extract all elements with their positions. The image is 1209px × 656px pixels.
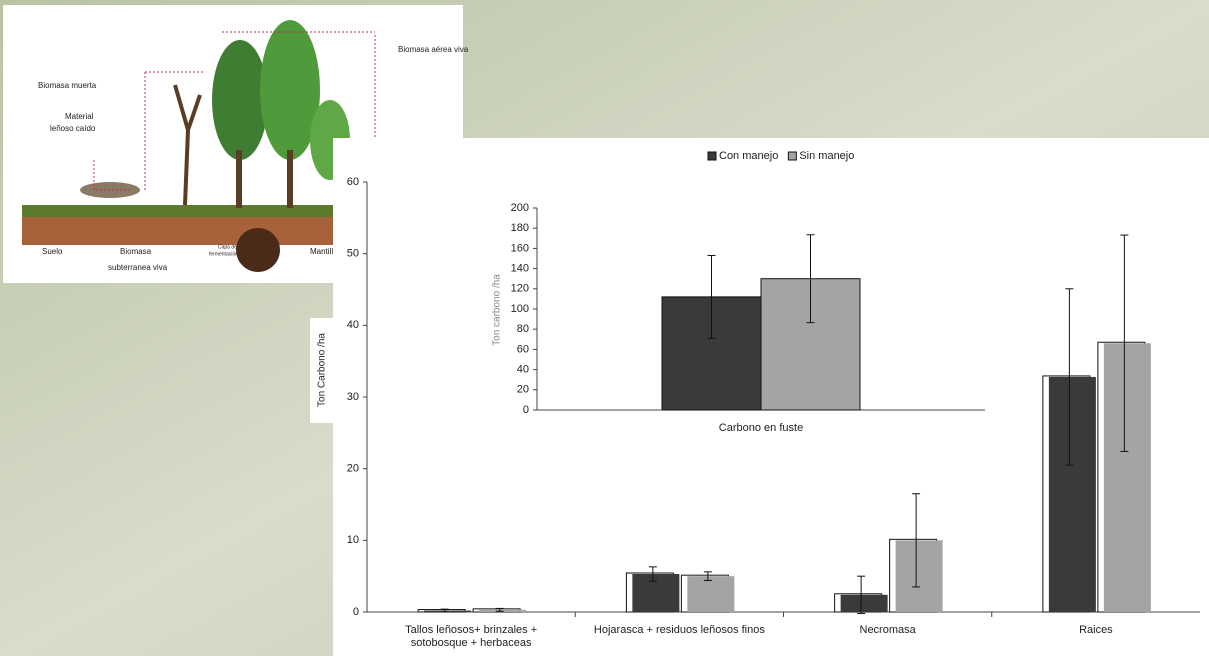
y-tick-label: 140 [511,263,529,275]
diagram-label: Biomasa aérea viva [398,45,469,54]
legend-swatch [787,151,797,161]
y-tick-label: 120 [511,283,529,295]
y-tick-label: 100 [511,303,529,315]
y-tick-label: 30 [347,391,359,403]
diagram-label: Capa de [218,244,237,250]
y-tick-label: 60 [347,176,359,188]
y-tick-label: 60 [517,343,529,355]
bar [687,576,735,612]
diagram-label: Mantillo [310,247,338,256]
diagram-label: subterranea viva [108,263,168,272]
bar [424,610,472,612]
bar [840,594,888,612]
y-label-box [310,318,340,423]
y-tick-label: 0 [523,404,529,416]
y-tick-label: 200 [511,202,529,214]
bar [1103,343,1151,612]
y-tick-label: 20 [347,463,359,475]
y-tick-label: 10 [347,534,359,546]
x-tick-label: Tallos leñosos+ brinzales + sotobosque +… [405,624,538,649]
bar [895,540,943,612]
x-tick-label: Carbono en fuste [718,422,804,434]
y-axis-label: Ton carbono /ha [492,274,503,346]
legend-label: Con manejo [719,150,778,162]
x-tick-label: Hojarasca + residuos leñosos finos [593,624,765,636]
bar [632,574,680,612]
y-tick-label: 40 [347,319,359,331]
diagram-label: Suelo [42,247,63,256]
legend-swatch [707,151,717,161]
x-tick-label: Necromasa [859,624,916,636]
diagram-label: leñoso caído [50,124,96,133]
diagram-label: fermentación [209,251,238,257]
diagram-label: Biomasa muerta [38,81,97,90]
legend-label: Sin manejo [799,150,854,162]
y-axis-label: Ton Carbono /ha [317,333,328,407]
y-tick-label: 80 [517,323,529,335]
bar [1048,376,1096,612]
diagram-label: Biomasa [120,247,152,256]
y-tick-label: 0 [353,606,359,618]
diagram-label: Material [65,112,94,121]
y-tick-label: 180 [511,222,529,234]
y-tick-label: 20 [517,384,529,396]
y-tick-label: 160 [511,242,529,254]
y-tick-label: 40 [517,364,529,376]
y-tick-label: 50 [347,248,359,260]
x-tick-label: Raices [1079,624,1113,636]
